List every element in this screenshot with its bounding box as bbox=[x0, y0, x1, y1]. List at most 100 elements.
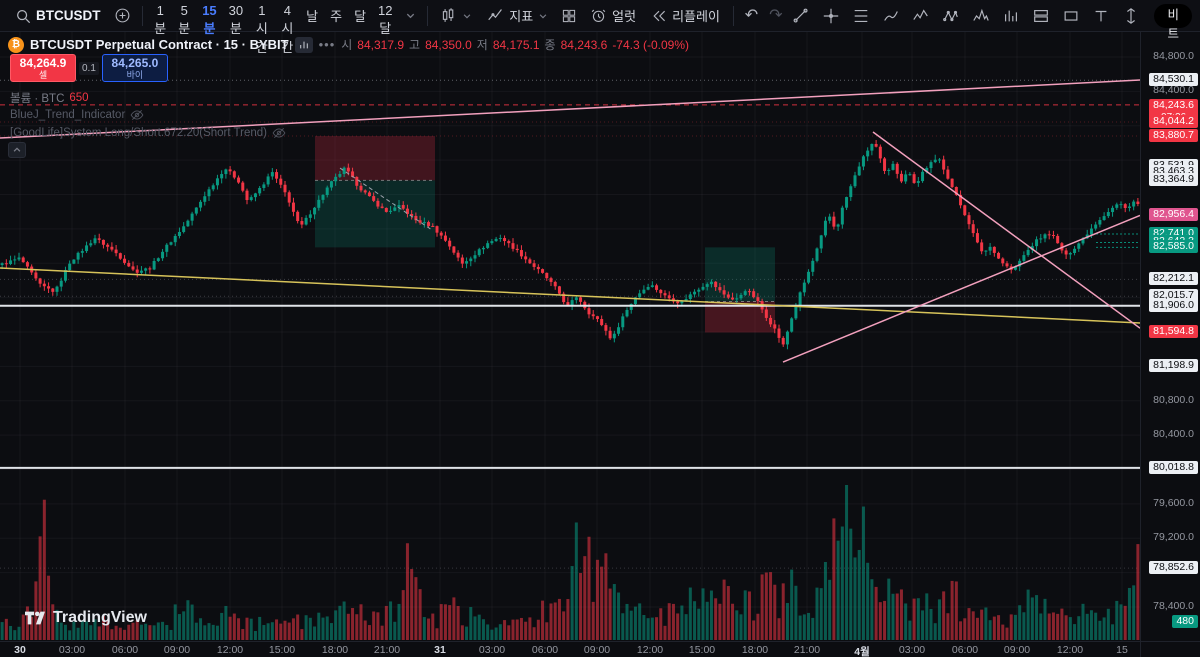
symbol-search-label: BTCUSDT bbox=[36, 8, 101, 23]
time-axis-label: 09:00 bbox=[583, 644, 611, 656]
interval-4시간[interactable]: 4시간 bbox=[275, 3, 301, 55]
toolbar-separator bbox=[732, 5, 734, 26]
xabcd-pattern-icon bbox=[943, 10, 959, 21]
brush-tool-button[interactable] bbox=[877, 3, 905, 29]
sell-label: 셀 bbox=[38, 69, 48, 80]
interval-1분[interactable]: 1분 bbox=[148, 3, 172, 36]
xabcd-pattern-tool-button[interactable] bbox=[937, 3, 965, 29]
time-axis-label: 12:00 bbox=[636, 644, 664, 656]
layout-grid-button[interactable] bbox=[556, 3, 582, 29]
market-status-button[interactable] bbox=[294, 36, 313, 53]
interval-주[interactable]: 주 bbox=[324, 3, 348, 29]
price-badge: 80,018.8 bbox=[1149, 460, 1198, 474]
time-axis-label: 03:00 bbox=[58, 644, 86, 656]
alert-label: 얼럿 bbox=[612, 9, 637, 24]
price-scale-label: 80,400.0 bbox=[1153, 428, 1194, 441]
more-options-button[interactable]: ••• bbox=[318, 37, 336, 52]
price-scale[interactable]: 84,800.084,530.184,400.084,243.607:2684,… bbox=[1140, 32, 1200, 641]
elliott-wave-icon bbox=[913, 8, 929, 20]
head-and-shoulders-tool-button[interactable] bbox=[967, 3, 995, 29]
time-axis-label: 31 bbox=[434, 644, 446, 656]
interval-달[interactable]: 달 bbox=[348, 3, 372, 29]
axis-corner bbox=[1140, 641, 1200, 657]
long-short-position-icon bbox=[1034, 9, 1049, 22]
layout-name-button[interactable]: 비트 bbox=[1154, 3, 1192, 41]
legend-collapse-button[interactable] bbox=[8, 142, 26, 158]
price-badge: 84,044.2 bbox=[1149, 114, 1198, 128]
interval-30분[interactable]: 30분 bbox=[223, 3, 249, 36]
close-value: 84,243.6 bbox=[560, 37, 608, 52]
time-axis-label: 21:00 bbox=[373, 644, 401, 656]
buy-button[interactable]: 84,265.0 바이 bbox=[101, 54, 168, 82]
time-axis-label: 15:00 bbox=[268, 644, 296, 656]
interval-날[interactable]: 날 bbox=[300, 3, 324, 29]
redo-button[interactable]: ↷ bbox=[764, 3, 787, 29]
trend-line-tool-button[interactable] bbox=[787, 3, 815, 29]
undo-button[interactable]: ↶ bbox=[740, 3, 763, 29]
head-and-shoulders-icon bbox=[973, 8, 990, 21]
toolbar-left-group: BTCUSDT 1분 5분 15분 30분 1시간 4시간 날 주 달 12달 지표 얼럿 bbox=[8, 3, 787, 55]
open-label: 시 bbox=[341, 38, 353, 52]
price-badge: 82,956.4 bbox=[1149, 208, 1198, 222]
rectangle-tool-button[interactable] bbox=[1057, 3, 1085, 29]
interval-menu-button[interactable] bbox=[400, 3, 421, 29]
bars-pattern-tool-button[interactable] bbox=[997, 3, 1025, 29]
price-range-tool-button[interactable] bbox=[1117, 3, 1145, 29]
favorite-drawing-tools bbox=[787, 3, 1145, 29]
add-symbol-button[interactable] bbox=[109, 3, 136, 29]
open-value: 84,317.9 bbox=[357, 37, 405, 52]
toolbar-right-group: 비트 bbox=[787, 3, 1192, 41]
cross-line-tool-button[interactable] bbox=[817, 3, 845, 29]
plus-circle-icon bbox=[115, 8, 129, 23]
symbol-search-button[interactable]: BTCUSDT bbox=[8, 3, 108, 29]
price-scale-label: 79,600.0 bbox=[1153, 496, 1194, 509]
price-scale-label: 79,200.0 bbox=[1153, 531, 1194, 544]
replay-icon bbox=[653, 10, 666, 21]
elliott-wave-tool-button[interactable] bbox=[907, 3, 935, 29]
symbol-title[interactable]: BTCUSDT Perpetual Contract · 15 · BYBIT bbox=[30, 37, 289, 52]
low-value: 84,175.1 bbox=[492, 37, 540, 52]
long-short-position-tool-button[interactable] bbox=[1027, 3, 1055, 29]
time-axis-label: 30 bbox=[14, 644, 26, 656]
high-label: 고 bbox=[409, 38, 421, 52]
eye-off-icon[interactable] bbox=[130, 108, 144, 122]
interval-5분[interactable]: 5분 bbox=[172, 3, 196, 36]
high-value: 84,350.0 bbox=[425, 37, 472, 52]
time-axis[interactable]: 30 03:00 06:00 09:00 12:00 15:00 18:00 21:00 31 0… bbox=[0, 641, 1140, 657]
sell-button[interactable]: 84,264.9 셀 bbox=[10, 54, 76, 82]
trade-panel: 84,264.9 셀 0.1 84,265.0 바이 bbox=[10, 54, 168, 82]
time-axis-label: 12:00 bbox=[216, 644, 244, 656]
cross-line-icon bbox=[824, 8, 839, 23]
alert-button[interactable]: 얼럿 bbox=[583, 3, 643, 29]
chevron-down-icon bbox=[539, 13, 547, 18]
price-scale-label: 78,400.0 bbox=[1153, 600, 1194, 613]
price-scale-label: 84,800.0 bbox=[1153, 50, 1194, 62]
time-axis-label: 15:00 bbox=[688, 644, 716, 656]
alarm-clock-icon bbox=[591, 9, 606, 23]
price-scale-label: 84,400.0 bbox=[1153, 84, 1194, 97]
tradingview-logo-icon bbox=[25, 611, 45, 625]
eye-off-icon[interactable] bbox=[272, 126, 286, 140]
fib-retracement-tool-button[interactable] bbox=[847, 3, 875, 29]
indicators-icon bbox=[488, 9, 503, 21]
buy-label: 바이 bbox=[126, 69, 144, 80]
close-label: 종 bbox=[544, 38, 556, 52]
ohlc-values: 시 84,317.9 고 84,350.0 저 84,175.1 종 84,243.6 … bbox=[341, 36, 689, 53]
mini-chart-icon bbox=[299, 41, 308, 48]
interval-1시간[interactable]: 1시간 bbox=[249, 3, 275, 55]
replay-button[interactable]: 리플레이 bbox=[644, 3, 727, 29]
indicators-button[interactable]: 지표 bbox=[480, 3, 555, 29]
candlestick-chart[interactable] bbox=[0, 32, 1140, 641]
bars-pattern-icon bbox=[1005, 10, 1018, 21]
time-axis-label: 03:00 bbox=[478, 644, 506, 656]
time-axis-label: 18:00 bbox=[321, 644, 349, 656]
time-axis-label: 18:00 bbox=[741, 644, 769, 656]
fib-retracement-icon bbox=[855, 9, 868, 22]
chart-style-button[interactable] bbox=[433, 3, 479, 29]
rectangle-icon bbox=[1065, 10, 1078, 21]
interval-15분[interactable]: 15분 bbox=[196, 3, 222, 36]
toolbar-separator bbox=[426, 5, 428, 26]
text-tool-button[interactable] bbox=[1087, 3, 1115, 29]
interval-12달[interactable]: 12달 bbox=[372, 3, 398, 36]
spread-value: 0.1 bbox=[79, 61, 99, 75]
